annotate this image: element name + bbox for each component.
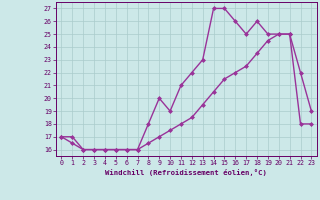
X-axis label: Windchill (Refroidissement éolien,°C): Windchill (Refroidissement éolien,°C) (106, 169, 267, 176)
